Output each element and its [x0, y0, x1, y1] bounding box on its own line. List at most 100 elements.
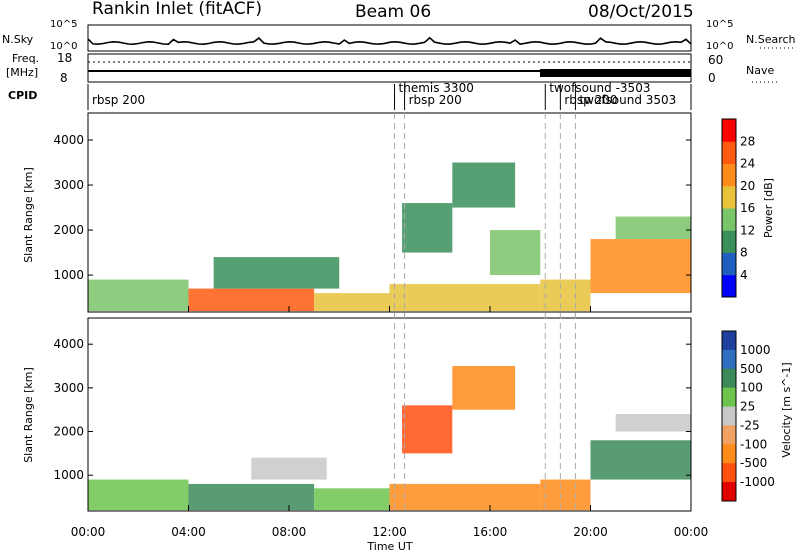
station-title: Rankin Inlet (fitACF): [92, 0, 262, 19]
time-xlabel: Time UT: [366, 540, 412, 553]
data-region: [251, 457, 327, 480]
data-region: [188, 483, 315, 511]
noise-right-tick-bottom: 10^0: [706, 41, 733, 52]
colorbar-swatch: [722, 163, 736, 187]
colorbar-swatch: [722, 252, 736, 276]
data-region: [590, 440, 691, 480]
nave-label: Nave: [746, 64, 774, 77]
colorbar-swatch: [722, 387, 736, 408]
beam-title: Beam 06: [355, 2, 431, 22]
y-tick-label: 4000: [53, 133, 84, 147]
colorbar-swatch: [722, 425, 736, 445]
data-region: [540, 279, 591, 312]
data-region: [615, 414, 691, 432]
colorbar-swatch: [722, 119, 736, 142]
y-tick-label: 1000: [53, 468, 84, 482]
colorbar-tick-label: 20: [740, 179, 755, 193]
cpid-program-label: twofsound -3503: [549, 81, 650, 95]
colorbar-swatch: [722, 349, 736, 370]
time-x-ticks: 00:00 04:00 08:00 12:00 16:00 20:00 00:00: [71, 306, 708, 539]
velocity-colorbar-frame: [721, 330, 737, 502]
x-tick-label: 16:00: [473, 525, 508, 539]
data-region: [314, 293, 390, 312]
colorbar-swatch: [722, 185, 736, 209]
cpid-change-lines: [394, 113, 576, 511]
cpid-program-label: themis 3300: [399, 81, 474, 95]
colorbar-tick-label: -1000: [740, 475, 775, 489]
colorbar-tick-label: 500: [740, 362, 763, 376]
data-region: [590, 239, 691, 294]
colorbar-swatch: [722, 208, 736, 231]
cpid-program-label: rbsp 200: [564, 93, 617, 107]
data-region: [402, 203, 453, 253]
colorbar-swatch: [722, 463, 736, 483]
colorbar-swatch: [722, 331, 736, 351]
colorbar-tick-label: 100: [740, 381, 763, 395]
noise-right-tick-top: 10^5: [706, 19, 733, 30]
noise-left-label: N.Sky: [2, 33, 34, 46]
nave-tick-top: 60: [708, 53, 723, 67]
x-tick-label: 12:00: [372, 525, 407, 539]
cpid-program-label: rbsp 200: [409, 93, 462, 107]
power-ylabel: Slant Range [km]: [22, 167, 35, 263]
noise-trace: [87, 36, 692, 46]
power-colorbar-frame: [721, 118, 737, 298]
data-region: [88, 279, 189, 312]
data-region: [402, 405, 453, 454]
colorbar-tick-label: 24: [740, 157, 755, 171]
y-tick-label: 2000: [53, 223, 84, 237]
data-region: [389, 483, 541, 511]
noise-panel-frame: [87, 24, 692, 52]
data-region: [213, 257, 340, 289]
data-region: [314, 488, 390, 511]
velocity-y-ticks: 1000 2000 3000 4000: [53, 337, 691, 482]
colorbar-tick-label: -100: [740, 437, 767, 451]
colorbar-swatch: [722, 230, 736, 253]
velocity-ylabel: Slant Range [km]: [22, 367, 35, 463]
freq-label-line2: [MHz]: [6, 66, 38, 79]
colorbar-swatch: [722, 141, 736, 164]
power-colorbar: 4 8 12 16 20 24 28: [722, 119, 755, 298]
velocity-panel: [88, 366, 691, 511]
colorbar-tick-label: 25: [740, 400, 755, 414]
x-tick-label: 20:00: [573, 525, 608, 539]
data-region: [540, 479, 591, 511]
y-tick-label: 3000: [53, 381, 84, 395]
y-tick-label: 4000: [53, 337, 84, 351]
velocity-colorbar-label: Velocity [m s^-1]: [780, 362, 793, 457]
x-tick-label: 04:00: [171, 525, 206, 539]
noise-left-tick-bottom: 10^0: [50, 41, 77, 52]
colorbar-tick-label: 16: [740, 201, 755, 215]
power-y-ticks: 1000 2000 3000 4000: [53, 133, 691, 282]
colorbar-swatch: [722, 368, 736, 389]
colorbar-tick-label: 4: [740, 268, 748, 282]
cpid-program-label: twofsound 3503: [579, 93, 676, 107]
date-title: 08/Oct/2015: [588, 2, 694, 22]
data-region: [88, 479, 189, 511]
nave-block: [540, 69, 691, 77]
colorbar-swatch: [722, 274, 736, 298]
power-colorbar-label: Power [dB]: [762, 178, 775, 238]
colorbar-tick-label: -500: [740, 456, 767, 470]
colorbar-swatch: [722, 406, 736, 426]
colorbar-tick-label: 12: [740, 223, 755, 237]
freq-tick-top: 18: [57, 51, 72, 65]
y-tick-label: 3000: [53, 178, 84, 192]
data-region: [452, 366, 516, 410]
power-panel: [88, 162, 691, 312]
freq-panel-frame: [87, 53, 692, 83]
x-tick-label: 00:00: [71, 525, 106, 539]
y-tick-label: 1000: [53, 268, 84, 282]
data-region: [615, 216, 691, 240]
freq-label-line1: Freq.: [12, 52, 39, 65]
data-region: [490, 230, 541, 276]
freq-tick-bottom: 8: [60, 71, 68, 85]
noise-left-tick-top: 10^5: [50, 19, 77, 30]
data-region: [389, 284, 541, 312]
colorbar-tick-label: 8: [740, 246, 748, 260]
cpid-program-label: rbsp 200: [92, 93, 145, 107]
data-region: [452, 162, 516, 208]
cpid-label: CPID: [8, 89, 37, 102]
